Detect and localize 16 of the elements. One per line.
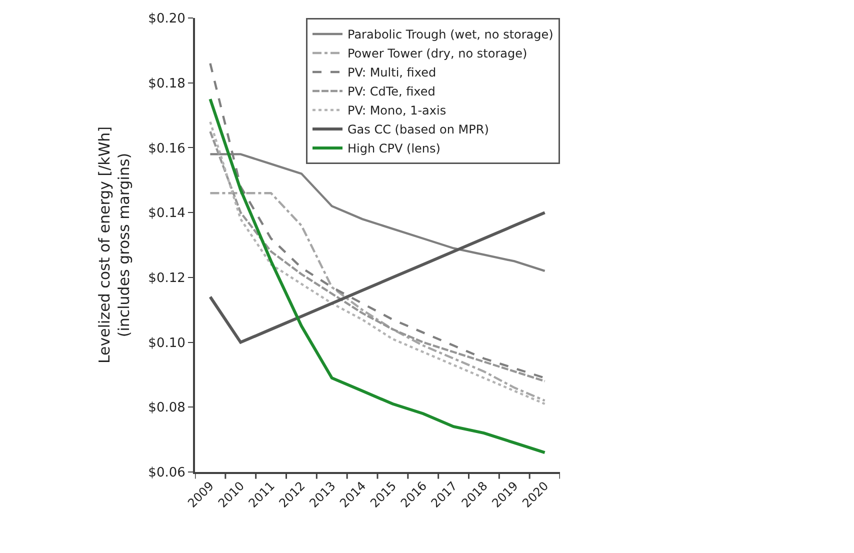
y-tick-label: $0.18 — [148, 76, 186, 92]
y-tick-label: $0.10 — [148, 336, 186, 351]
y-tick-label: $0.08 — [148, 400, 186, 416]
y-tick-label: $0.16 — [148, 141, 186, 156]
legend-label: PV: Multi, fixed — [348, 66, 436, 80]
legend-label: Power Tower (dry, no storage) — [348, 46, 528, 61]
y-tick-label: $0.14 — [148, 206, 186, 222]
legend-label: Parabolic Trough (wet, no storage) — [348, 28, 554, 42]
legend-label: PV: Mono, 1-axis — [348, 104, 446, 118]
legend-label: High CPV (lens) — [348, 142, 440, 156]
y-tick-label: $0.12 — [148, 270, 186, 286]
y-tick-label: $0.20 — [148, 12, 186, 27]
legend-label: Gas CC (based on MPR) — [348, 122, 489, 137]
y-tick-label: $0.06 — [148, 466, 186, 481]
y-axis-title: Levelized cost of energy [/kWh] (includes gross margins) — [95, 126, 133, 364]
legend-label: PV: CdTe, fixed — [348, 84, 436, 99]
